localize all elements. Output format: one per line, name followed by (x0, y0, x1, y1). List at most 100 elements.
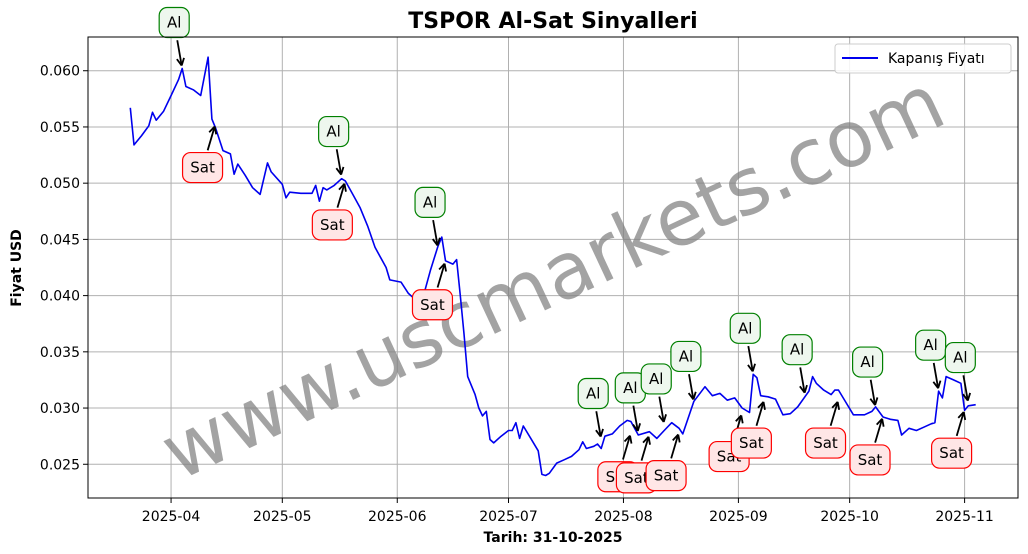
signal-label: Sat (190, 159, 215, 177)
signal-arrow (799, 367, 806, 393)
signal-arrowhead (687, 391, 697, 401)
signal-label-box (318, 115, 350, 148)
x-tick-label: 2025-11 (935, 509, 994, 525)
x-tick-label: 2025-05 (253, 509, 312, 525)
signal-label: Al (790, 341, 804, 359)
y-tick-label: 0.060 (40, 64, 80, 80)
signal-arrow (436, 263, 446, 288)
y-axis: 0.025 0.030 0.035 0.040 0.045 0.050 0.055 0.060 (40, 64, 88, 473)
signal-arrow (335, 149, 343, 175)
signal-arrowhead (338, 183, 347, 192)
signal-label-box (311, 209, 353, 241)
signal-arrowhead (623, 435, 633, 444)
legend: Kapanış Fiyatı (834, 43, 1012, 74)
sell-signal: Sat (804, 401, 847, 459)
signal-arrowhead (831, 401, 841, 410)
x-tick-label: 2025-04 (142, 509, 201, 525)
x-tick-label: 2025-07 (479, 509, 538, 525)
signal-arrowhead (595, 428, 604, 438)
signal-arrowhead (757, 401, 766, 410)
signal-label: Sat (858, 451, 883, 469)
signal-arrow (640, 436, 650, 461)
signal-arrowhead (632, 423, 641, 432)
signal-label-box (781, 334, 813, 366)
y-axis-title: Fiyat USD (9, 229, 25, 307)
x-tick-label: 2025-09 (709, 509, 768, 525)
signal-label: Sat (654, 467, 679, 485)
signal-arrowhead (335, 166, 345, 176)
signal-arrow (670, 434, 680, 459)
buy-signal: Al (670, 340, 702, 401)
signal-arrow (962, 375, 969, 401)
signal-arrowhead (658, 414, 667, 423)
signal-arrow (432, 219, 439, 246)
signal-label: Al (953, 349, 967, 367)
signal-label: Sat (813, 434, 838, 452)
signal-label: Sat (320, 216, 345, 234)
signal-label: Al (326, 123, 340, 141)
signal-label: Al (860, 353, 874, 371)
signal-arrow (658, 396, 665, 423)
signal-arrowhead (438, 263, 447, 272)
signal-label: Sat (420, 296, 445, 314)
signal-label-box (640, 363, 672, 395)
signal-arrow (336, 183, 346, 208)
buy-signal: Al (614, 372, 646, 432)
signal-label-box (944, 341, 976, 374)
signal-arrow (206, 126, 216, 151)
signal-label-box (730, 427, 772, 459)
buy-signal: Al (158, 6, 190, 67)
buy-signal: Al (944, 341, 976, 402)
legend-box (834, 43, 1012, 74)
signal-arrow (955, 411, 965, 437)
signal-label: Sat (624, 469, 649, 487)
buy-signal: Al (318, 115, 350, 176)
signal-label: Al (923, 336, 937, 354)
grid (88, 37, 1018, 498)
price-line (129, 56, 976, 477)
y-tick-label: 0.055 (40, 120, 80, 136)
signal-label: Al (586, 385, 600, 403)
signals-layer: Al Sat Al Sat Al Sat Al Sat Al Sat Al Sat Al Sat Al Sat… (158, 6, 976, 494)
signal-label: Al (649, 370, 663, 388)
buy-signal: Al (852, 346, 884, 406)
y-tick-label: 0.045 (40, 232, 80, 248)
x-tick-label: 2025-08 (594, 509, 653, 525)
signal-label-box (645, 460, 687, 492)
x-axis: 2025-04 2025-05 2025-06 2025-07 2025-08 2025-… (142, 498, 994, 525)
signal-arrow (755, 401, 765, 427)
x-axis-title: Tarih: 31-10-2025 (484, 530, 623, 546)
x-tick-label: 2025-06 (368, 509, 427, 525)
signal-arrowhead (176, 57, 185, 67)
y-tick-label: 0.030 (40, 401, 80, 417)
signal-arrowhead (432, 237, 441, 246)
signal-label: Al (423, 193, 437, 211)
signal-arrow (874, 418, 884, 443)
signal-label-box (411, 289, 454, 321)
series-layer (129, 56, 976, 477)
signal-label: Al (738, 319, 752, 337)
signal-label-box (577, 377, 609, 410)
signal-label-box (729, 312, 761, 344)
signal-label: Al (167, 13, 181, 31)
signal-arrowhead (869, 397, 879, 406)
buy-signal: Al (915, 329, 947, 389)
x-tick-label: 2025-10 (820, 509, 879, 525)
signal-arrow (932, 362, 940, 389)
chart-title: TSPOR Al-Sat Sinyalleri (408, 9, 697, 34)
signal-arrow (595, 411, 602, 437)
buy-signal: Al (781, 334, 813, 394)
sell-signal: Sat (931, 411, 973, 469)
signal-arrowhead (799, 384, 808, 394)
y-tick-label: 0.040 (40, 289, 80, 305)
signal-label-box (915, 329, 947, 361)
sell-signal: Sat (181, 125, 224, 184)
signal-arrow (632, 405, 639, 432)
signal-arrow (829, 401, 839, 427)
signal-arrowhead (208, 125, 218, 135)
buy-signal: Al (640, 363, 672, 423)
signal-label-box (804, 427, 847, 459)
signal-label: Sat (739, 434, 764, 452)
buy-signal: Al (414, 186, 446, 246)
